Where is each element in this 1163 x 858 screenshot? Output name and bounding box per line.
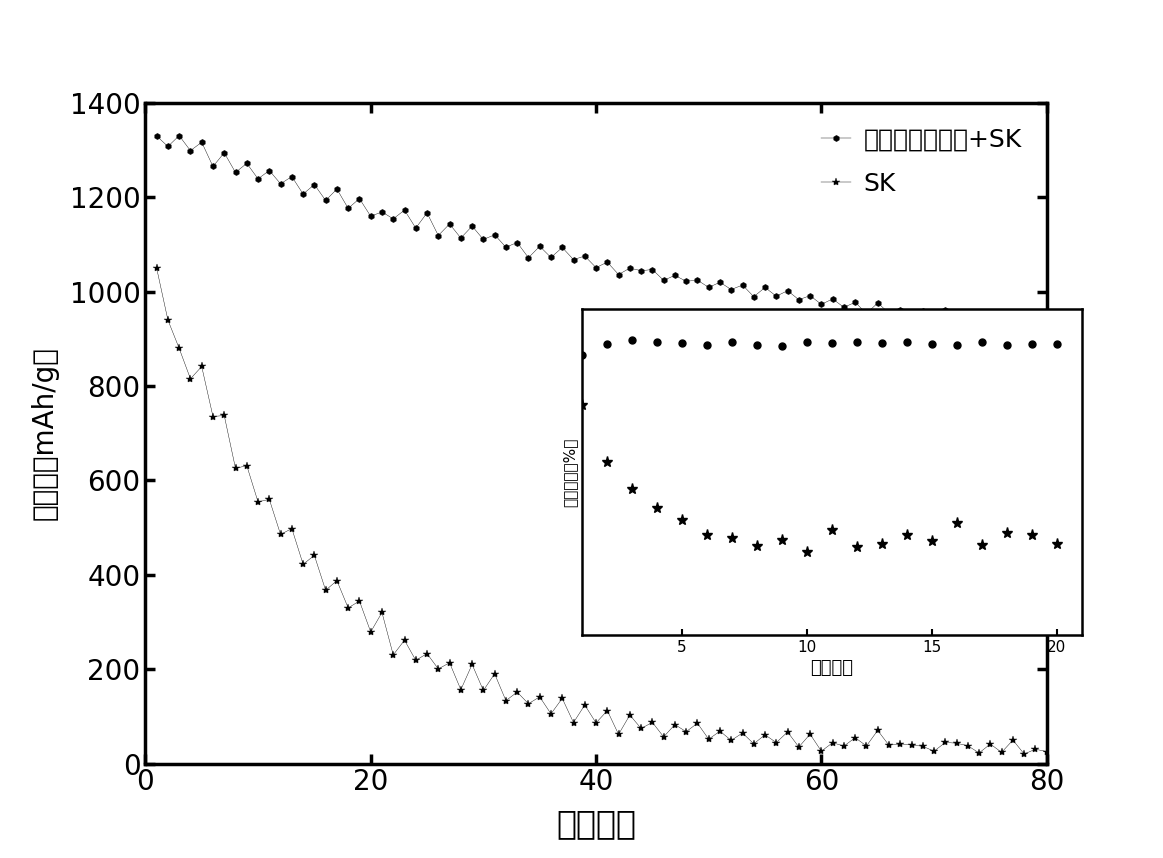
SK [1040, 746, 1054, 757]
X-axis label: 循环次数: 循环次数 [811, 659, 852, 677]
离子交换无孔膜+SK [770, 291, 784, 301]
Line: 离子交换无孔膜+SK: 离子交换无孔膜+SK [154, 132, 1050, 332]
SK [679, 727, 693, 737]
离子交换无孔膜+SK [691, 275, 705, 286]
Legend: 离子交换无孔膜+SK, SK: 离子交换无孔膜+SK, SK [808, 116, 1034, 208]
SK [544, 709, 558, 719]
离子交换无孔膜+SK [1040, 323, 1054, 334]
SK [1018, 749, 1032, 759]
离子交换无孔膜+SK [701, 282, 715, 293]
离子交换无孔膜+SK [172, 130, 186, 141]
SK [725, 735, 739, 746]
Y-axis label: 比容量（mAh/g）: 比容量（mAh/g） [30, 347, 58, 520]
离子交换无孔膜+SK [150, 131, 164, 142]
X-axis label: 循环次数: 循环次数 [556, 807, 636, 841]
SK [758, 729, 772, 740]
离子交换无孔膜+SK [735, 280, 749, 290]
离子交换无孔膜+SK [555, 242, 569, 252]
SK [150, 263, 164, 273]
SK [939, 737, 952, 747]
SK [691, 718, 705, 728]
Y-axis label: 库仓效率（%）: 库仓效率（%） [563, 438, 577, 506]
Line: SK: SK [152, 264, 1051, 758]
离子交换无孔膜+SK [950, 314, 964, 324]
